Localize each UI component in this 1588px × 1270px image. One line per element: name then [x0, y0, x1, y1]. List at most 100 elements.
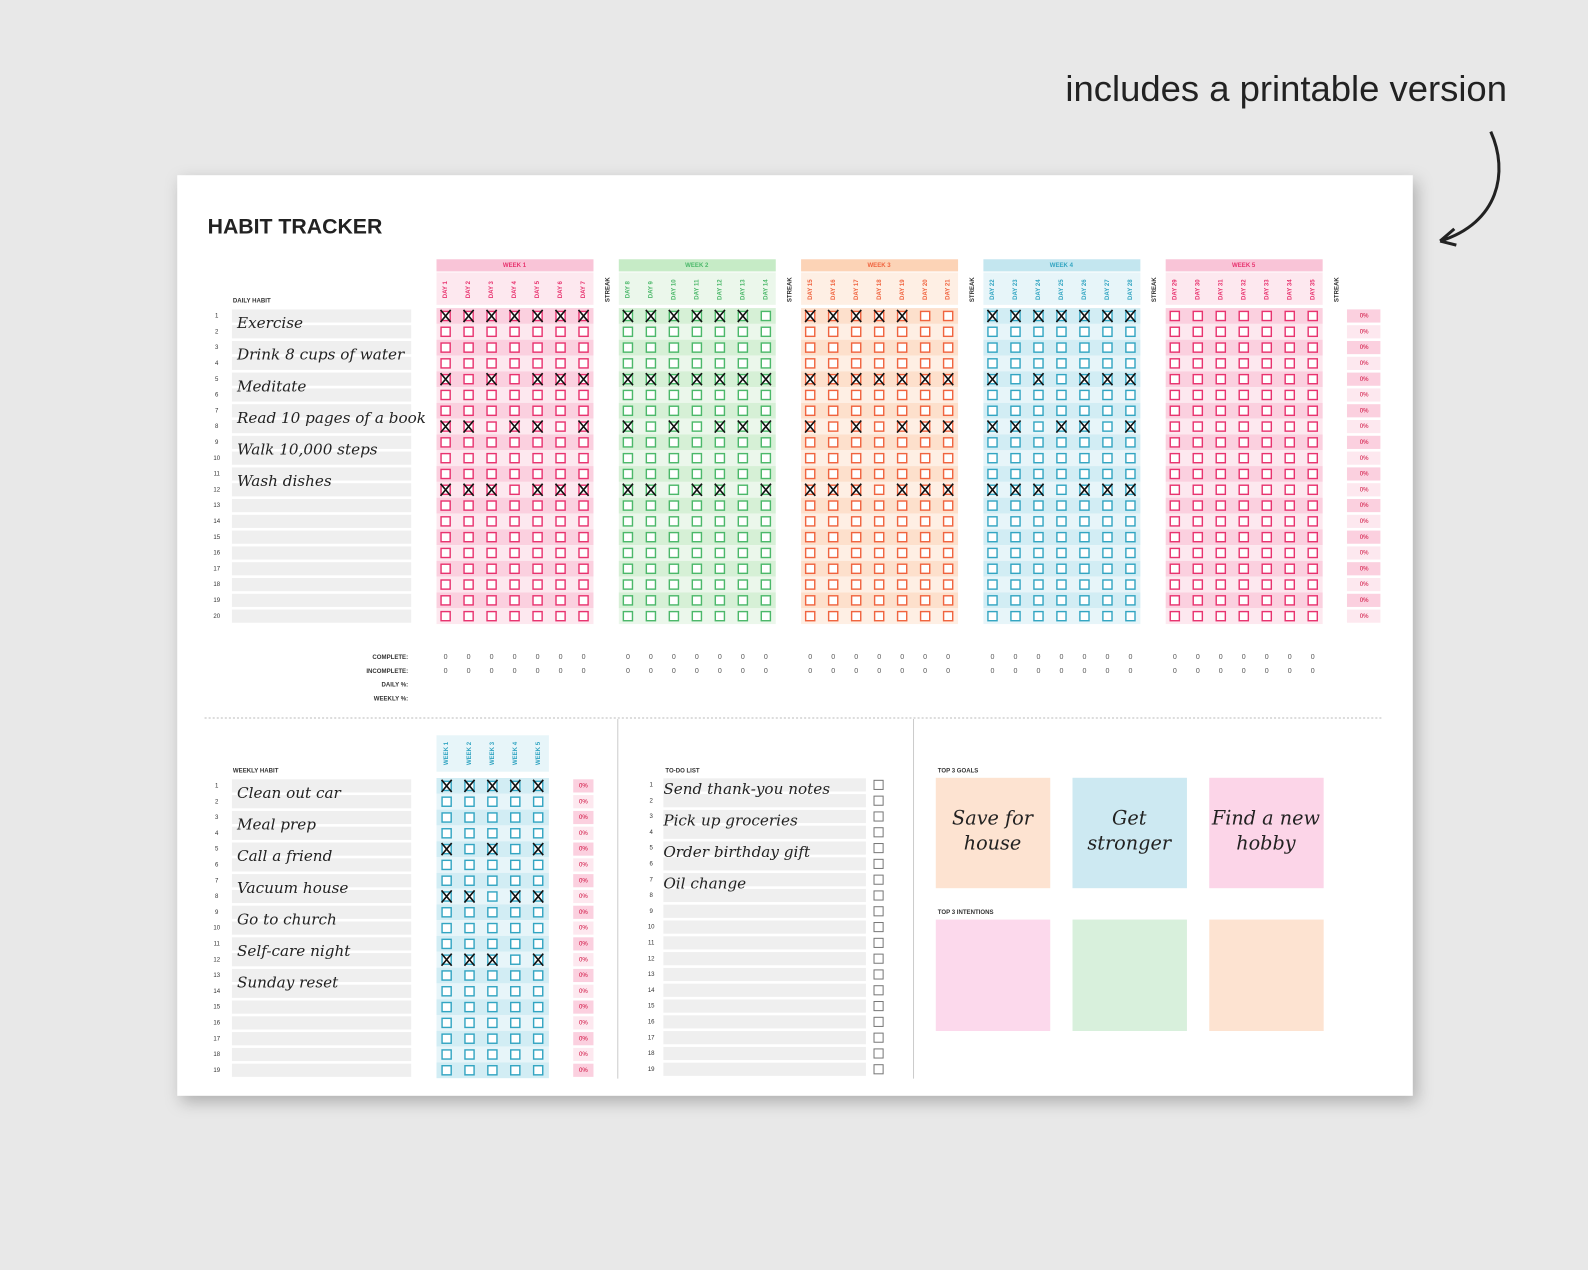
- week-label: WEEK 4: [513, 741, 519, 765]
- row-bar: [231, 388, 412, 402]
- row-number: 1: [215, 784, 219, 790]
- stat-value: 0: [764, 653, 768, 661]
- checkbox: [1284, 421, 1296, 432]
- checkbox: [804, 437, 816, 448]
- checkbox: [896, 468, 908, 480]
- day-label: DAY 16: [831, 279, 837, 300]
- checkbox: [487, 1001, 498, 1013]
- checkbox: [1307, 468, 1318, 480]
- checkbox: [827, 389, 839, 401]
- checkbox: [1284, 468, 1296, 480]
- check-x: [486, 779, 499, 793]
- checkbox: [1238, 421, 1250, 432]
- checkbox: [1125, 452, 1136, 464]
- checkbox: [804, 547, 816, 559]
- checkbox: [1056, 563, 1067, 575]
- checkbox: [510, 907, 521, 918]
- checkbox: [1261, 452, 1273, 464]
- checkbox: [827, 563, 839, 575]
- row-bar: [231, 937, 412, 951]
- stat-value: 0: [649, 653, 653, 661]
- checkbox: [896, 579, 908, 590]
- check-x: [850, 483, 862, 497]
- row-bar: [231, 874, 412, 888]
- checkbox: [1056, 437, 1067, 448]
- percent: 0%: [1360, 345, 1369, 351]
- checkbox: [1125, 326, 1136, 338]
- checkbox: [1079, 389, 1090, 401]
- percent-bg: [1346, 498, 1381, 513]
- checkbox: [919, 579, 931, 590]
- row-number: 20: [213, 614, 220, 620]
- item-text: Read 10 pages of a book: [236, 409, 426, 427]
- percent-bg: [573, 1047, 594, 1062]
- goal-text: hobby: [1236, 832, 1297, 855]
- day-label: DAY 32: [1241, 279, 1247, 300]
- checkbox: [622, 547, 634, 559]
- week-label: WEEK 4: [1050, 263, 1074, 269]
- stat-value: 0: [1288, 667, 1292, 675]
- checkbox: [509, 405, 520, 417]
- checkbox: [668, 342, 680, 353]
- row-number: 1: [215, 314, 219, 320]
- checkbox: [464, 796, 475, 807]
- checkbox: [532, 1017, 544, 1029]
- stat-value: 0: [831, 667, 835, 675]
- checkbox: [509, 500, 520, 511]
- checkbox: [827, 500, 839, 511]
- checkbox: [1215, 484, 1227, 496]
- checkbox: [1169, 421, 1181, 432]
- checkbox: [850, 437, 862, 448]
- checkbox: [1307, 373, 1318, 385]
- checkbox: [896, 595, 908, 606]
- checkbox: [850, 358, 862, 369]
- checkbox: [645, 468, 657, 480]
- checkbox: [1125, 358, 1136, 369]
- item-text: Wash dishes: [237, 472, 332, 490]
- todo-checkbox: [873, 827, 884, 838]
- checkbox: [1215, 547, 1227, 559]
- percent: 0%: [1360, 377, 1369, 383]
- row-number: 17: [213, 1036, 220, 1042]
- title: HABIT TRACKER: [208, 214, 383, 238]
- percent: 0%: [579, 878, 588, 884]
- todo-checkbox: [873, 1001, 884, 1012]
- check-x: [873, 372, 885, 386]
- percent-bg: [1346, 372, 1381, 386]
- checkbox: [987, 516, 998, 527]
- checkbox: [737, 326, 749, 338]
- checkbox: [896, 389, 908, 401]
- checkbox: [804, 531, 816, 543]
- checkbox: [645, 595, 657, 606]
- checkbox: [510, 828, 521, 839]
- week-band: [436, 259, 594, 272]
- row-bar: [231, 953, 412, 967]
- checkbox: [532, 859, 544, 871]
- checkbox: [622, 326, 634, 338]
- checkbox: [622, 342, 634, 353]
- checkbox: [827, 516, 839, 527]
- checkbox: [486, 342, 497, 353]
- check-x: [986, 309, 999, 323]
- checkbox: [532, 796, 544, 807]
- todo-checkbox: [873, 922, 884, 933]
- row-number: 3: [215, 815, 219, 821]
- day-label: DAY 35: [1310, 279, 1316, 300]
- checkbox: [1261, 610, 1273, 622]
- checkbox: [1033, 468, 1044, 480]
- stat-value: 0: [1105, 667, 1109, 675]
- row-number: 5: [215, 847, 219, 853]
- row-bar: [231, 921, 412, 935]
- row-number: 15: [213, 535, 220, 541]
- checkbox: [1261, 563, 1273, 575]
- stat-value: 0: [1037, 653, 1041, 661]
- day-label: DAY 15: [808, 279, 814, 300]
- checkbox: [942, 531, 954, 543]
- checkbox: [1125, 547, 1136, 559]
- stat-value: 0: [513, 653, 517, 661]
- checkbox: [987, 389, 998, 401]
- checkbox: [1307, 310, 1318, 322]
- checkbox: [942, 516, 954, 527]
- week-label: WEEK 3: [867, 263, 891, 269]
- checkbox: [440, 437, 451, 448]
